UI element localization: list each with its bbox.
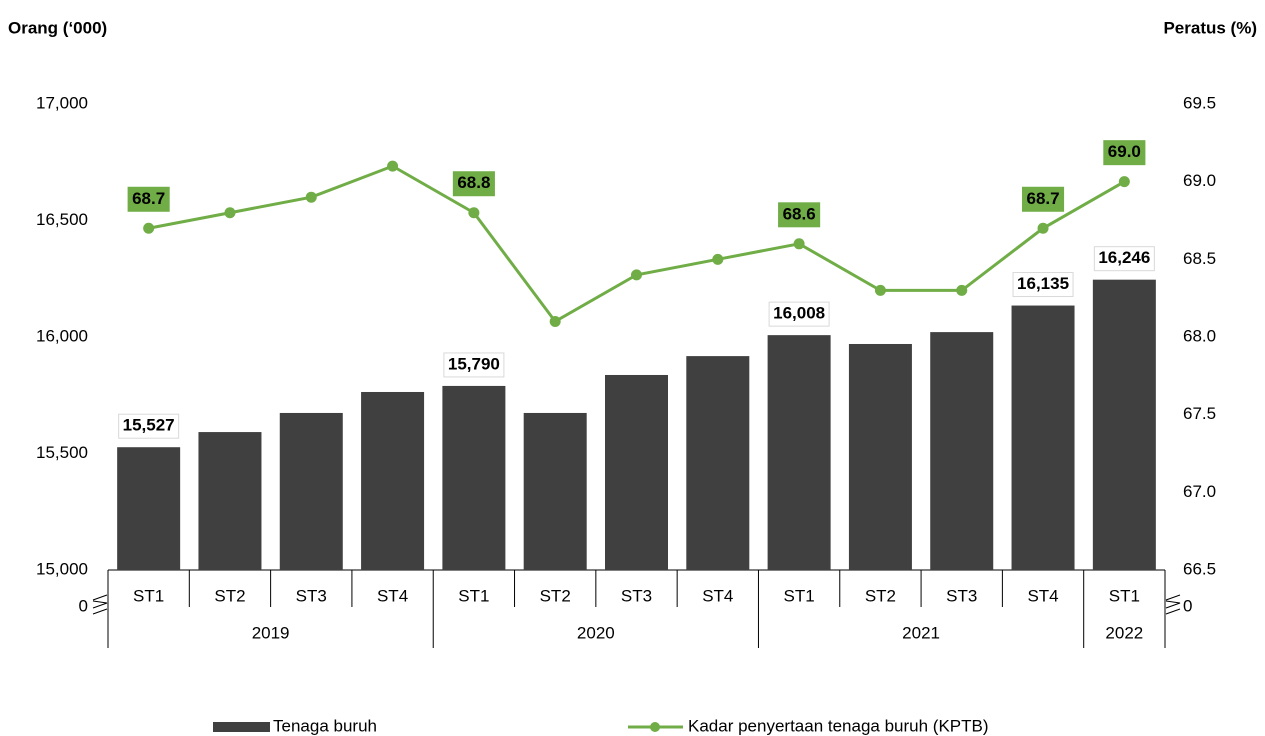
group-label: 2022 — [1105, 623, 1143, 642]
line-point — [1037, 222, 1049, 234]
legend-label: Kadar penyertaan tenaga buruh (KPTB) — [688, 716, 989, 735]
x-tick-label: ST3 — [946, 586, 977, 605]
data-label: 68.7 — [1026, 189, 1059, 208]
line-point — [956, 284, 968, 296]
line-point — [631, 269, 642, 281]
data-label-box — [127, 186, 170, 212]
bar — [1092, 279, 1156, 570]
data-label-box — [452, 171, 495, 197]
data-label: 16,135 — [1017, 274, 1069, 293]
axis-break — [1165, 594, 1181, 615]
y2-tick-label: 67.5 — [1183, 404, 1216, 423]
y2-tick-label: 69.5 — [1183, 93, 1216, 112]
bar — [117, 447, 181, 570]
x-tick-label: ST2 — [214, 586, 245, 605]
data-label-box — [778, 202, 821, 228]
bar — [767, 335, 831, 570]
data-label-box — [118, 413, 180, 439]
bar — [198, 432, 262, 570]
y-tick-label: 16,000 — [36, 326, 88, 345]
y2-tick-label: 69.0 — [1183, 171, 1216, 190]
line-point — [468, 207, 480, 219]
x-tick-label: ST1 — [458, 586, 489, 605]
y-tick-label: 16,500 — [36, 210, 88, 229]
legend-label: Tenaga buruh — [273, 716, 377, 735]
data-label-box — [1093, 246, 1155, 272]
data-label: 16,008 — [773, 304, 825, 323]
y-axis-title: Orang (‘000) — [8, 18, 107, 37]
data-label-box — [1103, 140, 1146, 166]
legend-swatch-point — [650, 722, 660, 732]
bar — [523, 412, 587, 570]
bar — [605, 374, 668, 570]
data-label-box — [768, 301, 830, 327]
line-point — [712, 253, 724, 265]
line-point — [549, 315, 561, 327]
bar — [848, 343, 912, 570]
group-label: 2021 — [902, 623, 940, 642]
bar — [686, 356, 750, 570]
data-label: 15,790 — [448, 354, 500, 373]
bar — [279, 412, 343, 570]
y2-tick-label: 66.5 — [1183, 559, 1216, 578]
legend-swatch — [213, 722, 270, 732]
bar — [442, 385, 506, 570]
bar — [361, 391, 425, 570]
x-tick-label: ST4 — [1027, 586, 1058, 605]
line-point — [305, 191, 317, 203]
y-tick-label: 15,000 — [36, 559, 88, 578]
y-tick-label: 17,000 — [36, 93, 88, 112]
y2-tick-label: 67.0 — [1183, 482, 1216, 501]
y-break-label: 0 — [79, 596, 88, 615]
bar — [1011, 305, 1075, 570]
data-label-box — [1021, 186, 1065, 212]
x-tick-label: ST3 — [621, 586, 652, 605]
data-label: 16,246 — [1098, 248, 1150, 267]
group-label: 2020 — [577, 623, 615, 642]
data-label: 69.0 — [1108, 142, 1141, 161]
line-point — [874, 284, 886, 296]
axis-break — [92, 594, 108, 615]
x-tick-label: ST2 — [865, 586, 896, 605]
line — [148, 164, 1126, 324]
y2-tick-label: 68.5 — [1183, 249, 1216, 268]
x-tick-label: ST2 — [540, 586, 571, 605]
y2-break-label: 0 — [1183, 596, 1192, 615]
y-tick-label: 15,500 — [36, 443, 88, 462]
data-label-box — [443, 352, 505, 378]
line-point — [224, 207, 236, 219]
x-tick-label: ST1 — [133, 586, 164, 605]
data-label-box — [1012, 272, 1074, 298]
line-point — [387, 160, 399, 172]
y2-axis-title: Peratus (%) — [1163, 18, 1257, 37]
data-label: 68.8 — [457, 173, 490, 192]
x-tick-label: ST1 — [784, 586, 815, 605]
data-label: 15,527 — [123, 416, 175, 435]
x-tick-label: ST3 — [296, 586, 327, 605]
line-point — [793, 238, 805, 250]
x-tick-label: ST4 — [377, 586, 408, 605]
data-label: 68.6 — [783, 204, 816, 223]
bar — [930, 332, 994, 570]
x-tick-label: ST4 — [702, 586, 733, 605]
line-point — [143, 222, 155, 234]
x-tick-label: ST1 — [1109, 586, 1140, 605]
data-label: 68.7 — [132, 189, 165, 208]
line-point — [1118, 176, 1130, 188]
y2-tick-label: 68.0 — [1183, 326, 1216, 345]
group-label: 2019 — [252, 623, 290, 642]
